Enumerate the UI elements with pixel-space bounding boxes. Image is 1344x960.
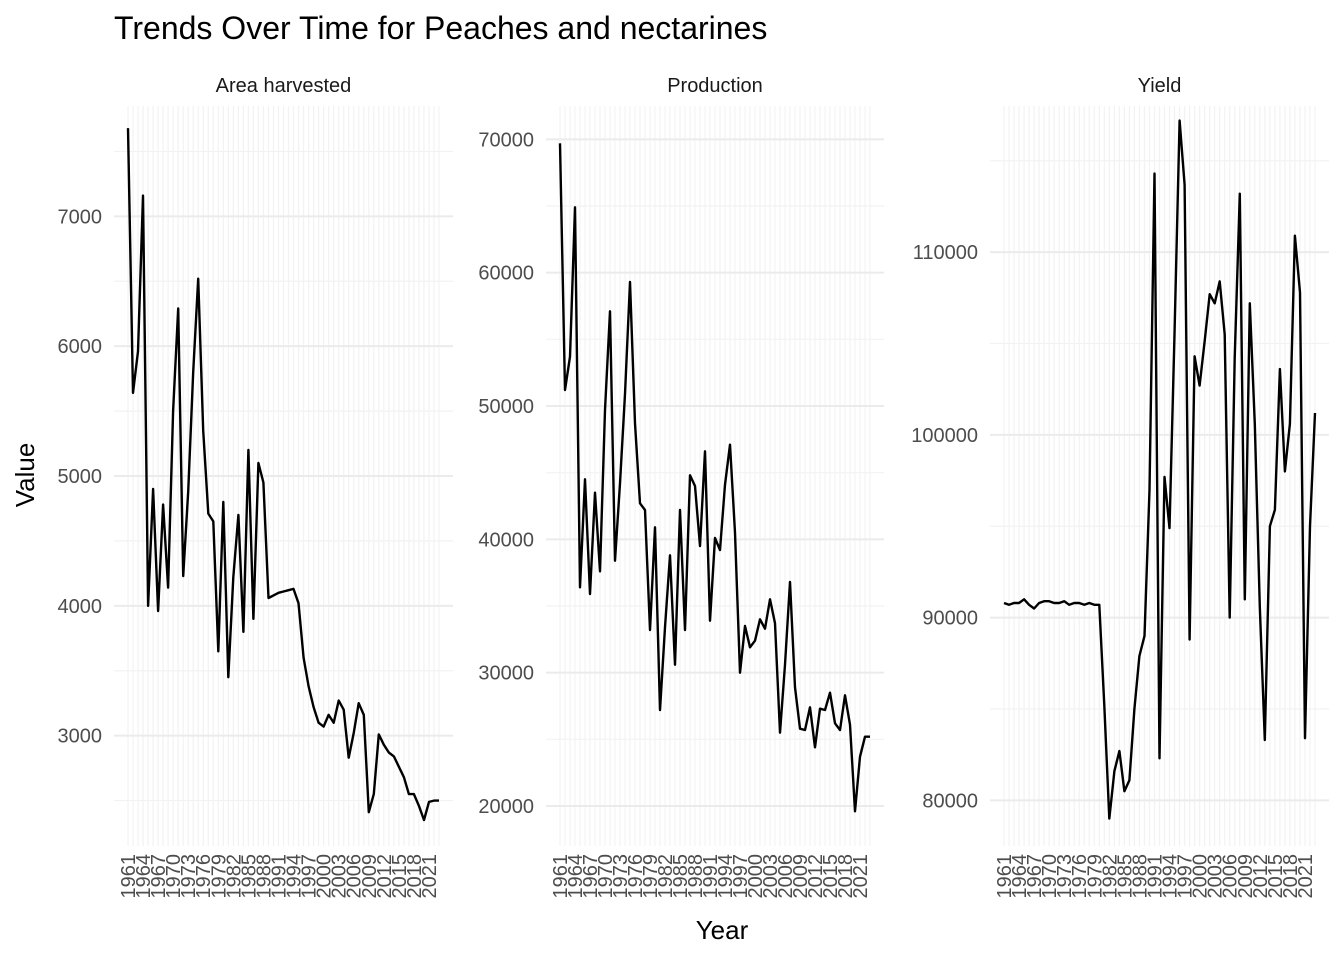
y-tick-label: 4000 (58, 596, 103, 618)
y-tick-label: 6000 (58, 336, 103, 358)
facet-label: Area harvested (216, 75, 352, 97)
y-tick-label: 50000 (478, 396, 534, 418)
x-tick-label: 2006 (775, 854, 797, 899)
x-tick-label: 1991 (1144, 854, 1166, 899)
y-tick-label: 5000 (58, 466, 103, 488)
y-tick-label: 30000 (478, 663, 534, 685)
y-tick-label: 7000 (58, 206, 103, 228)
x-tick-label: 1961 (550, 854, 572, 899)
x-tick-label: 1976 (625, 854, 647, 899)
x-tick-label: 2018 (835, 854, 857, 899)
x-tick-label: 1970 (163, 854, 185, 899)
x-tick-label: 2006 (344, 854, 366, 899)
x-tick-label: 1973 (1054, 854, 1076, 899)
y-axis-title: Value (10, 443, 40, 508)
x-tick-label: 1961 (118, 854, 140, 899)
y-tick-label: 110000 (913, 242, 978, 264)
x-tick-label: 1997 (1175, 854, 1197, 899)
x-tick-label: 2012 (1250, 854, 1272, 899)
x-tick-label: 2000 (1190, 854, 1212, 899)
x-tick-label: 1994 (1160, 854, 1182, 899)
x-tick-label: 1988 (685, 854, 707, 899)
x-tick-label: 2012 (805, 854, 827, 899)
y-tick-label: 40000 (478, 529, 534, 551)
series-line (558, 143, 870, 813)
x-tick-label: 1967 (1024, 854, 1046, 899)
x-tick-label: 1982 (1099, 854, 1121, 899)
x-tick-label: 2000 (314, 854, 336, 899)
x-tick-label: 1991 (268, 854, 290, 899)
x-tick-label: 1964 (133, 854, 155, 899)
x-tick-label: 1994 (284, 854, 306, 899)
x-tick-label: 2015 (1265, 854, 1287, 899)
x-tick-label: 2003 (760, 854, 782, 899)
x-tick-label: 2018 (1280, 854, 1302, 899)
x-tick-label: 2009 (790, 854, 812, 899)
x-tick-label: 1997 (299, 854, 321, 899)
y-tick-label: 80000 (922, 790, 978, 812)
y-tick-label: 90000 (922, 608, 978, 630)
x-tick-label: 1979 (640, 854, 662, 899)
x-tick-label: 1973 (610, 854, 632, 899)
x-tick-label: 2009 (359, 854, 381, 899)
x-tick-label: 2012 (374, 854, 396, 899)
y-tick-label: 100000 (911, 425, 978, 447)
x-tick-label: 2021 (419, 854, 441, 899)
x-tick-label: 1985 (238, 854, 260, 899)
x-tick-label: 1982 (655, 854, 677, 899)
x-tick-label: 1994 (715, 854, 737, 899)
x-tick-label: 1961 (994, 854, 1016, 899)
y-tick-label: 20000 (478, 796, 534, 818)
panel-production: 20000 30000 40000 50000 60000 70000 Production… (478, 75, 884, 899)
x-tick-label: 1979 (1084, 854, 1106, 899)
x-tick-label: 2003 (1205, 854, 1227, 899)
x-tick-label: 1985 (670, 854, 692, 899)
x-tick-label: 2015 (389, 854, 411, 899)
x-tick-label: 2021 (850, 854, 872, 899)
series-line (1003, 119, 1317, 820)
x-tick-label: 2021 (1295, 854, 1317, 899)
x-tick-label: 1976 (193, 854, 215, 899)
x-tick-label: 1988 (1129, 854, 1151, 899)
x-tick-label: 1967 (580, 854, 602, 899)
chart-title: Trends Over Time for Peaches and nectari… (114, 10, 767, 46)
series-line (126, 128, 439, 822)
x-tick-label: 1967 (148, 854, 170, 899)
x-tick-label: 1964 (565, 854, 587, 899)
x-tick-label: 1976 (1069, 854, 1091, 899)
x-axis-title: Year (696, 915, 749, 945)
x-tick-label: 2000 (745, 854, 767, 899)
x-tick-label: 1988 (253, 854, 275, 899)
facet-label: Yield (1138, 75, 1182, 97)
x-tick-label: 2009 (1235, 854, 1257, 899)
x-tick-label: 1973 (178, 854, 200, 899)
y-tick-label: 3000 (58, 726, 103, 748)
x-tick-label: 1982 (223, 854, 245, 899)
x-tick-label: 1970 (595, 854, 617, 899)
x-tick-label: 1979 (208, 854, 230, 899)
x-tick-label: 2018 (404, 854, 426, 899)
x-tick-label: 1997 (730, 854, 752, 899)
x-tick-label: 1991 (700, 854, 722, 899)
y-tick-label: 70000 (478, 129, 534, 151)
x-tick-label: 2006 (1220, 854, 1242, 899)
x-tick-label: 1985 (1114, 854, 1136, 899)
x-tick-label: 2015 (820, 854, 842, 899)
facet-label: Production (667, 75, 763, 97)
y-tick-label: 60000 (478, 263, 534, 285)
x-tick-label: 1964 (1009, 854, 1031, 899)
x-tick-label: 2003 (329, 854, 351, 899)
panel-yield: 8000090000100000110000Yield1961196419671… (911, 75, 1329, 899)
x-tick-label: 1970 (1039, 854, 1061, 899)
